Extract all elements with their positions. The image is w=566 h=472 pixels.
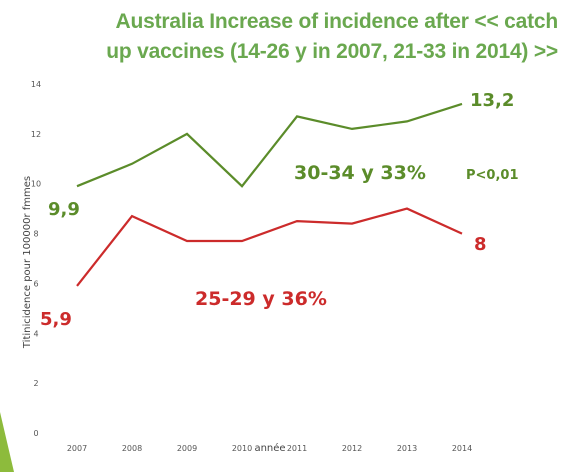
green-end-label: 13,2: [470, 90, 514, 111]
y-tick-label: 8: [33, 230, 38, 239]
y-tick-label: 6: [33, 279, 38, 288]
p-value-label: P<0,01: [466, 168, 519, 183]
y-tick-label: 12: [31, 130, 41, 139]
green-series-label: 30-34 y 33%: [294, 162, 426, 184]
x-tick-label: 2013: [397, 444, 417, 453]
red-series-label: 25-29 y 36%: [195, 288, 327, 310]
red-start-label: 5,9: [40, 309, 72, 330]
x-tick-label: 2007: [67, 444, 87, 453]
series-line-green: [76, 102, 463, 188]
series-line-red: [76, 207, 463, 287]
x-tick-label: 2011: [287, 444, 307, 453]
series-layer: [76, 102, 463, 287]
x-tick-label: 2014: [452, 444, 472, 453]
y-axis-ticks: 0 2 4 6 8 10 12 14: [31, 80, 41, 438]
y-tick-label: 2: [33, 379, 38, 388]
y-tick-label: 4: [33, 329, 38, 338]
x-tick-label: 2008: [122, 444, 142, 453]
y-tick-label: 14: [31, 80, 41, 89]
red-end-label: 8: [474, 234, 487, 255]
chart-title-line-1: Australia Increase of incidence after <<…: [115, 10, 559, 33]
x-tick-label: 2012: [342, 444, 362, 453]
decorative-accent-bar: [0, 412, 14, 472]
y-axis-label: Titinicidence pour 100000r fmmes: [22, 176, 33, 349]
green-start-label: 9,9: [48, 199, 80, 220]
x-tick-label: 2009: [177, 444, 197, 453]
x-tick-label: 2010: [232, 444, 252, 453]
y-tick-label: 0: [33, 429, 38, 438]
x-axis-label: année: [254, 442, 285, 454]
chart-title-line-2: up vaccines (14-26 y in 2007, 21-33 in 2…: [106, 40, 558, 63]
x-axis-ticks: 2007 2008 2009 2010 2011 2012 2013 2014: [67, 444, 472, 453]
y-tick-label: 10: [31, 180, 41, 189]
